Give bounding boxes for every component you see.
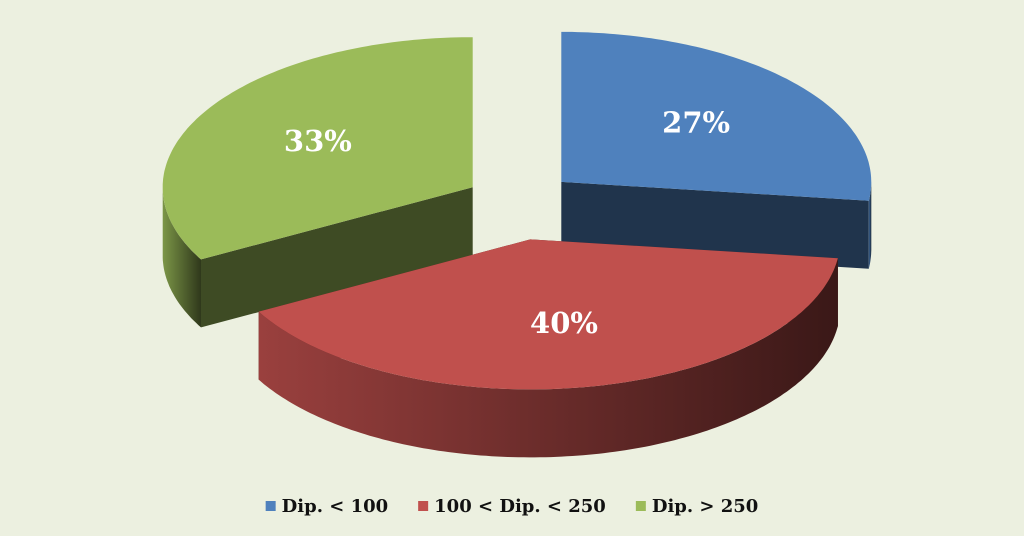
legend: Dip. < 100 100 < Dip. < 250 Dip. > 250 [265,496,759,517]
slice [561,31,872,201]
data-label: 27% [662,105,730,139]
slice-side [162,187,201,328]
pie [162,31,872,458]
slice [162,37,473,260]
slice-side [258,258,838,458]
slice [258,239,838,390]
slice-wall [201,187,473,328]
data-label: 40% [530,306,598,340]
slice-side [868,181,872,269]
legend-swatch [418,501,429,511]
data-label: 33% [284,124,352,158]
legend-label: 100 < Dip. < 250 [434,496,606,517]
legend-swatch [635,501,646,511]
legend-label: Dip. > 250 [652,496,759,517]
data-labels: 27% 40% 33% [284,105,730,340]
legend-swatch [265,501,276,511]
legend-label: Dip. < 100 [282,496,389,517]
